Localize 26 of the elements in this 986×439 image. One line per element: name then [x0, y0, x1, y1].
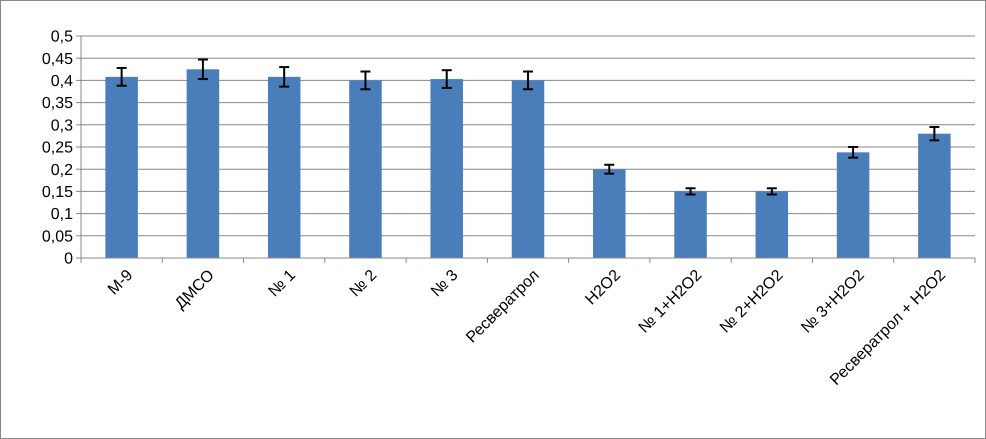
y-tick-label: 0	[64, 250, 74, 268]
bar	[186, 69, 220, 258]
y-tick-label: 0,15	[42, 184, 74, 201]
x-tick-label: № 2	[346, 266, 380, 300]
x-tick-label: № 1	[265, 266, 300, 300]
y-tick-label: 0,5	[50, 28, 74, 46]
y-tick-label: 0,45	[42, 50, 74, 68]
y-tick-label: 0,35	[42, 95, 74, 112]
bar	[105, 76, 138, 258]
y-tick-label: 0,1	[50, 206, 74, 224]
bar	[268, 76, 300, 258]
bar	[512, 80, 544, 258]
y-tick-label: 0,05	[42, 228, 74, 246]
y-tick-label: 0,3	[50, 117, 74, 134]
x-tick-label: М-9	[104, 266, 136, 298]
bar	[349, 80, 382, 258]
bar	[430, 79, 463, 258]
bar	[674, 191, 707, 258]
y-tick-label: 0,2	[50, 162, 74, 179]
x-tick-label: № 3	[428, 266, 462, 300]
bar	[593, 169, 626, 258]
y-tick-label: 0,25	[42, 140, 74, 157]
bar	[756, 191, 788, 258]
bar	[836, 152, 870, 258]
bar	[918, 134, 951, 258]
y-tick-label: 0,4	[50, 73, 74, 90]
